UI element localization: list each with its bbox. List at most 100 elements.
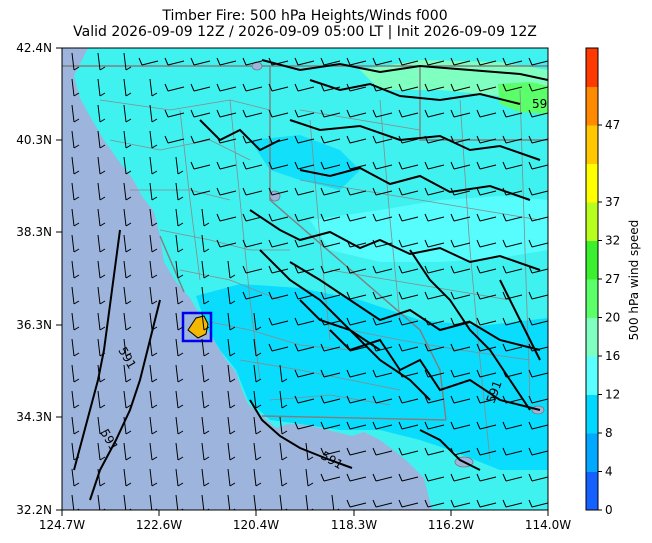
wind-barb: [320, 265, 341, 274]
lon-tick-label: 114.0W: [525, 518, 571, 532]
wind-barb: [242, 187, 263, 196]
colorbar-swatch: [586, 163, 598, 203]
wind-barb: [175, 390, 184, 409]
wind-barb: [398, 317, 419, 326]
wind-barb: [372, 291, 393, 300]
wind-barb: [268, 57, 289, 66]
wind-barb: [450, 395, 471, 404]
wind-barb: [502, 369, 523, 378]
wind-barb: [175, 364, 184, 383]
wind-barb: [528, 369, 548, 378]
wind-barb: [398, 109, 419, 118]
wind-barb: [476, 291, 497, 300]
wind-barb: [398, 447, 419, 456]
wind-barb: [346, 421, 367, 430]
wind-barb: [320, 317, 341, 326]
wind-barb: [268, 291, 289, 300]
wind-barb: [149, 208, 158, 227]
wind-barb: [253, 442, 262, 461]
wind-barb: [294, 369, 315, 378]
lat-tick-label: 36.3N: [16, 318, 52, 332]
wind-barb: [450, 161, 471, 170]
wind-barb: [528, 265, 548, 274]
wind-barb: [97, 52, 106, 71]
wind-barb: [502, 161, 523, 170]
wind-barb: [216, 161, 237, 170]
wind-barb: [175, 182, 184, 201]
wind-barb: [372, 369, 393, 378]
wind-barb: [268, 265, 289, 274]
chart-subtitle: Valid 2026-09-09 12Z / 2026-09-09 05:00 …: [73, 24, 537, 40]
wind-barb: [528, 109, 548, 118]
wind-barb: [71, 182, 80, 201]
wind-barb: [149, 78, 158, 97]
wind-barb: [346, 83, 367, 92]
wind-barb: [424, 499, 445, 508]
wind-barb: [123, 52, 132, 71]
wind-barb: [398, 369, 419, 378]
wind-barb: [502, 109, 523, 118]
wind-barb: [424, 187, 445, 196]
wind-barb: [346, 395, 367, 404]
wind-barb: [97, 234, 106, 253]
lon-axis: 124.7W 122.6W 120.4W 118.3W 116.2W 114.0…: [39, 510, 571, 532]
wind-barb: [175, 234, 184, 253]
wind-barb: [175, 208, 184, 227]
wind-barb: [320, 447, 341, 456]
wind-barb: [528, 83, 548, 92]
county-borders: [99, 89, 541, 461]
wind-barb: [398, 265, 419, 274]
wind-barb: [502, 265, 523, 274]
wind-barb: [294, 161, 315, 170]
colorbar-tick-label: 16: [605, 349, 620, 363]
wind-barb: [320, 109, 341, 118]
wind-barb: [320, 239, 341, 248]
wind-barb: [502, 239, 523, 248]
wind-barb: [71, 390, 80, 409]
lat-tick-label: 38.3N: [16, 225, 52, 239]
wind-barb: [175, 468, 184, 487]
wind-barb: [450, 83, 471, 92]
wind-barb: [372, 135, 393, 144]
wind-barb: [528, 161, 548, 170]
wind-barb: [502, 317, 523, 326]
wind-barb: [528, 473, 548, 482]
wind-barb: [294, 317, 315, 326]
wind-barb: [97, 390, 106, 409]
wind-barb: [227, 364, 236, 383]
wind-barb: [164, 109, 185, 118]
wind-barb: [268, 135, 289, 144]
wind-barb: [123, 364, 132, 383]
wind-barb: [450, 343, 471, 352]
wind-barb: [227, 442, 236, 461]
wind-barb: [294, 265, 315, 274]
wind-barb: [502, 135, 523, 144]
wind-barb: [227, 338, 236, 357]
wind-barb: [502, 421, 523, 430]
wind-barb: [320, 83, 341, 92]
wind-barb: [528, 395, 548, 404]
lat-tick-label: 42.4N: [16, 41, 52, 55]
wind-barb: [294, 213, 315, 222]
wind-barb: [450, 369, 471, 378]
wind-barb: [450, 57, 471, 66]
wind-barb: [502, 395, 523, 404]
wind-barb: [294, 57, 315, 66]
chart-title: Timber Fire: 500 hPa Heights/Winds f000: [162, 8, 448, 24]
wind-barb: [190, 83, 211, 92]
wind-barb: [242, 291, 263, 300]
wind-barb: [253, 468, 262, 487]
wind-barb: [201, 260, 210, 279]
wind-barb: [149, 156, 158, 175]
wind-barb: [268, 109, 289, 118]
wind-barb: [398, 57, 419, 66]
wind-barb: [450, 447, 471, 456]
wind-barb: [227, 416, 236, 435]
wind-barb: [216, 109, 237, 118]
wind-barb: [294, 135, 315, 144]
wind-barb: [346, 213, 367, 222]
wind-barb: [227, 468, 236, 487]
wind-barb: [279, 416, 288, 435]
wind-barb: [424, 213, 445, 222]
